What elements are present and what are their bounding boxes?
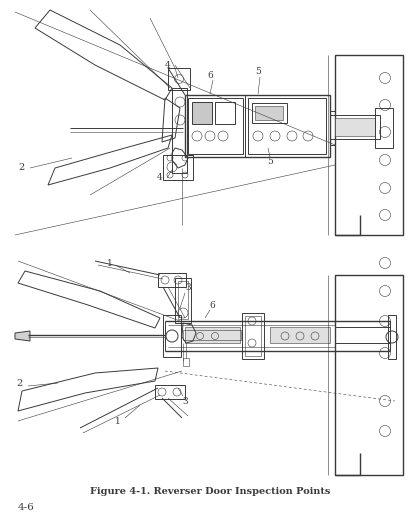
Text: 5: 5: [255, 68, 261, 77]
Polygon shape: [15, 331, 30, 341]
Bar: [255, 106, 283, 120]
Bar: [388, 315, 396, 359]
Text: 6: 6: [209, 300, 215, 310]
Bar: [335, 118, 375, 136]
Bar: [375, 108, 393, 148]
Bar: [335, 55, 403, 235]
Bar: [163, 315, 181, 357]
Bar: [175, 278, 191, 323]
Bar: [185, 95, 330, 157]
Text: 5: 5: [267, 158, 273, 166]
Bar: [192, 102, 212, 124]
Text: 3: 3: [185, 283, 191, 293]
Text: 4-6: 4-6: [18, 503, 35, 511]
Bar: [330, 111, 335, 145]
Text: 4: 4: [157, 174, 163, 183]
Bar: [183, 330, 241, 340]
Text: 3: 3: [182, 397, 188, 405]
Bar: [248, 98, 326, 154]
Text: 6: 6: [207, 70, 213, 80]
Bar: [252, 103, 287, 123]
Text: Figure 4-1. Reverser Door Inspection Points: Figure 4-1. Reverser Door Inspection Poi…: [90, 488, 330, 496]
Text: 2: 2: [19, 163, 25, 173]
Text: 1: 1: [115, 417, 121, 425]
Bar: [183, 358, 189, 366]
Bar: [185, 327, 240, 343]
Bar: [215, 102, 235, 124]
Bar: [270, 327, 330, 343]
Bar: [158, 273, 186, 287]
Bar: [178, 281, 188, 319]
Bar: [168, 68, 190, 90]
Text: 1: 1: [107, 258, 113, 267]
Bar: [245, 316, 261, 356]
Bar: [163, 155, 193, 180]
Text: 4: 4: [165, 60, 171, 69]
Text: 2: 2: [17, 378, 23, 388]
Bar: [335, 275, 403, 475]
Bar: [335, 327, 390, 343]
Bar: [172, 88, 187, 173]
Bar: [155, 385, 185, 399]
Bar: [330, 115, 380, 139]
Bar: [188, 98, 243, 154]
Bar: [242, 313, 264, 359]
